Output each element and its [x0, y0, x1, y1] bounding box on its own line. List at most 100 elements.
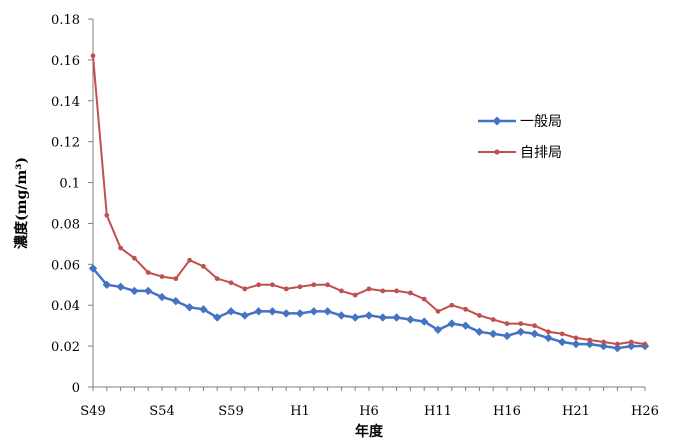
y-axis-title: 濃度(mg/m³) [13, 157, 30, 249]
data-point [297, 284, 303, 290]
data-point [130, 286, 139, 296]
data-point [268, 307, 277, 316]
data-point [116, 282, 125, 292]
data-point [118, 245, 123, 251]
data-point [599, 341, 608, 351]
data-point [558, 337, 567, 347]
legend: 一般局 自排局 [478, 114, 562, 161]
data-point [102, 280, 111, 289]
data-point [88, 264, 98, 273]
data-point [352, 292, 358, 298]
data-point [201, 263, 206, 269]
data-point [187, 257, 193, 263]
data-point [242, 286, 248, 292]
data-point [295, 309, 305, 318]
y-tick-label: 0.14 [51, 95, 80, 110]
data-point [601, 339, 606, 345]
y-tick-label: 0.18 [51, 13, 80, 28]
data-point [433, 325, 443, 334]
x-axis-ticks: S49 S54 S59 H1 H6 H11 H16 H21 H26 [80, 387, 659, 419]
x-tick-label: S49 [80, 404, 105, 419]
legend-label: 自排局 [520, 145, 562, 161]
y-tick-label: 0.02 [51, 340, 80, 355]
series-1 [90, 53, 648, 347]
legend-item-jihaikyoku: 自排局 [478, 145, 562, 161]
data-point [615, 341, 620, 347]
data-point [283, 286, 289, 292]
data-point [394, 288, 399, 294]
data-point [447, 319, 456, 328]
x-tick-label: H1 [290, 404, 310, 419]
y-tick-label: 0.04 [51, 299, 80, 314]
data-point [339, 288, 344, 294]
data-point [490, 317, 496, 322]
x-tick-label: H6 [359, 404, 379, 419]
data-point [145, 270, 151, 275]
data-point [351, 313, 360, 322]
data-point [435, 308, 441, 314]
x-tick-label: H16 [493, 404, 521, 419]
data-point [185, 303, 194, 312]
data-point [256, 282, 261, 288]
data-point [463, 306, 468, 312]
y-tick-label: 0 [72, 381, 80, 396]
legend-item-ippankyoku: 一般局 [478, 114, 562, 130]
x-tick-label: S54 [149, 404, 174, 419]
data-point [502, 331, 512, 341]
y-tick-label: 0.06 [51, 258, 80, 273]
data-point [90, 53, 96, 59]
data-point [642, 341, 648, 347]
data-point [173, 276, 179, 282]
data-point [628, 339, 634, 345]
data-point [627, 341, 636, 351]
data-point [214, 276, 220, 282]
data-point [544, 333, 553, 343]
data-point [144, 286, 153, 296]
data-point [392, 313, 401, 322]
data-point [159, 274, 165, 279]
data-point [157, 292, 167, 302]
series-0 [88, 264, 650, 353]
x-tick-label: H21 [562, 404, 590, 419]
data-point [516, 327, 525, 336]
data-point [380, 288, 386, 294]
data-point [378, 313, 387, 322]
data-point [337, 311, 346, 320]
data-point [325, 282, 330, 288]
data-point [270, 282, 275, 288]
data-point [461, 321, 470, 330]
series-layer [88, 53, 650, 353]
data-point [408, 290, 413, 296]
y-tick-label: 0.08 [51, 217, 80, 232]
data-point [226, 307, 236, 316]
data-point [573, 335, 579, 341]
data-point [406, 315, 415, 324]
data-point [420, 317, 429, 326]
data-point [518, 321, 524, 327]
y-tick-label: 0.12 [51, 136, 80, 151]
data-point [132, 255, 137, 261]
x-axis-title: 年度 [355, 423, 384, 440]
data-point [254, 307, 263, 316]
data-point [585, 339, 594, 349]
y-axis-ticks: 0 0.02 0.04 0.06 0.08 0.1 0.12 0.14 0.16 0.18 [51, 13, 93, 396]
data-point [364, 311, 374, 320]
x-tick-label: S59 [218, 404, 243, 419]
data-point [282, 309, 291, 318]
data-point [213, 313, 222, 322]
data-point [475, 327, 484, 336]
data-point [571, 339, 581, 349]
data-point [587, 337, 593, 343]
data-point [199, 305, 208, 314]
legend-swatch-marker [492, 116, 502, 126]
data-point [228, 280, 234, 286]
data-point [240, 311, 249, 320]
data-point [489, 329, 498, 339]
data-point [530, 329, 539, 339]
data-point [504, 321, 510, 327]
data-point [532, 323, 537, 329]
data-point [309, 307, 318, 316]
y-tick-label: 0.1 [59, 177, 80, 192]
x-tick-label: H11 [424, 404, 452, 419]
